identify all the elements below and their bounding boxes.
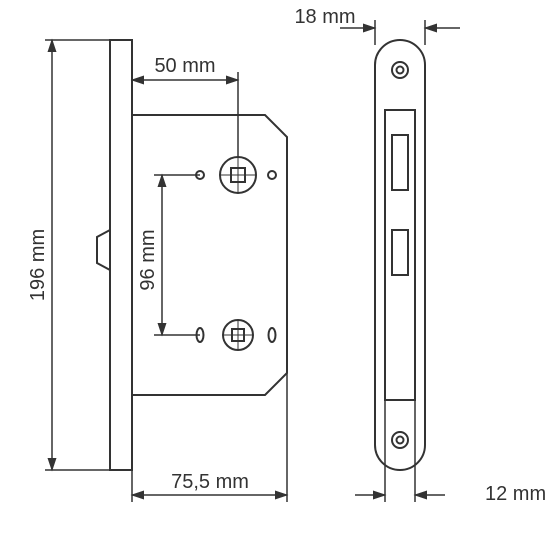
hole-top-right [268, 171, 276, 179]
dim-96: 96 mm [137, 175, 200, 335]
lock-dimension-diagram: 196 mm 50 mm 96 mm 75,5 mm [0, 0, 551, 551]
screw-bottom [392, 432, 408, 448]
dim-96-label: 96 mm [137, 229, 159, 290]
latch-bolt [97, 230, 110, 270]
dim-18: 18 mm [294, 6, 460, 45]
faceplate [110, 40, 132, 470]
dim-18-label: 18 mm [294, 6, 355, 28]
strike-outer [375, 40, 425, 470]
dim-12-label: 12 mm [485, 483, 546, 505]
slot-bottom-right [269, 328, 276, 342]
lock-body [97, 40, 287, 470]
strike-opening-1 [392, 135, 408, 190]
dim-50: 50 mm [132, 55, 238, 157]
strike-opening-2 [392, 230, 408, 275]
dim-75-5-label: 75,5 mm [171, 471, 249, 493]
dim-75-5: 75,5 mm [132, 373, 287, 502]
dim-12: 12 mm [355, 400, 546, 505]
screw-top [392, 62, 408, 78]
dim-196-label: 196 mm [27, 229, 49, 301]
strike-inner [385, 110, 415, 400]
dim-50-label: 50 mm [154, 55, 215, 77]
strike-plate [375, 40, 425, 470]
